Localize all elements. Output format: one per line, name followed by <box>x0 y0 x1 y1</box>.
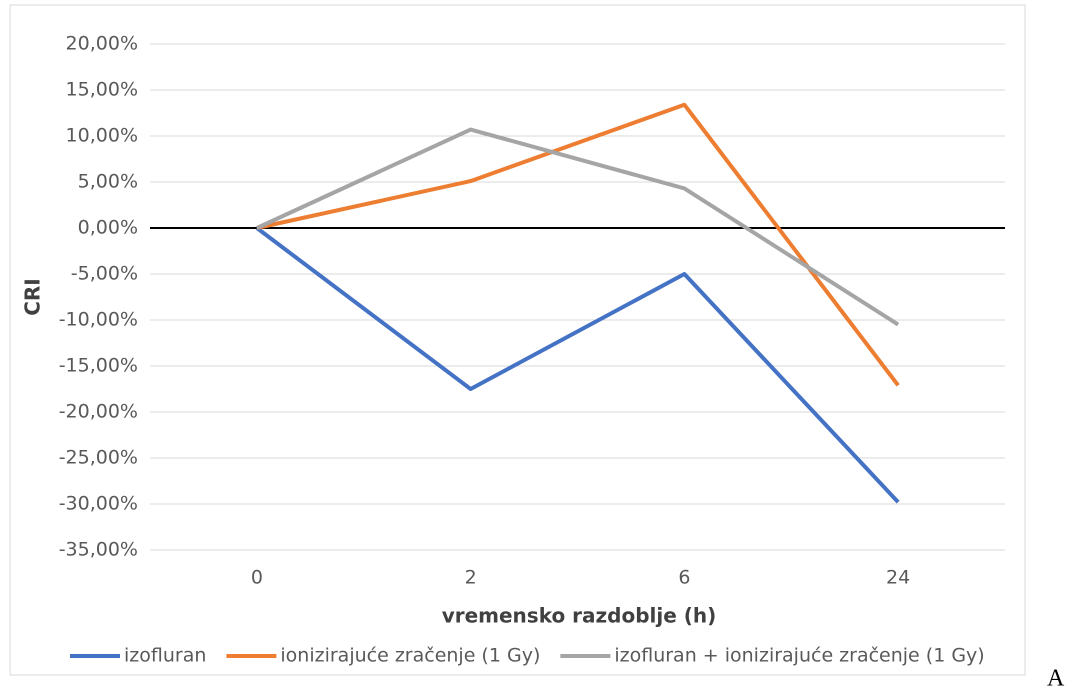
y-axis-title: CRI <box>21 278 45 316</box>
chart-frame <box>9 4 1026 676</box>
y-tick-label: -15,00% <box>59 355 138 377</box>
y-tick-label: 0,00% <box>78 217 138 239</box>
y-tick-label: -35,00% <box>59 539 138 561</box>
annotation: A <box>1047 666 1065 692</box>
y-tick-label: -5,00% <box>71 263 138 285</box>
y-tick-label: -30,00% <box>59 493 138 515</box>
y-tick-label: 10,00% <box>66 125 138 147</box>
legend-label: ionizirajuće zračenje (1 Gy) <box>280 645 540 667</box>
series-line <box>256 127 900 327</box>
legend-label: izofluran + ionizirajuće zračenje (1 Gy) <box>614 645 984 667</box>
y-tick-label: 5,00% <box>78 171 138 193</box>
y-tick-label: -25,00% <box>59 447 138 469</box>
x-tick-label: 24 <box>886 567 910 589</box>
y-tick-label: -20,00% <box>59 401 138 423</box>
x-tick-label: 6 <box>678 567 690 589</box>
y-tick-label: 20,00% <box>66 33 138 55</box>
x-tick-label: 0 <box>251 567 263 589</box>
series-line <box>256 102 900 387</box>
y-tick-label: -10,00% <box>59 309 138 331</box>
series-line <box>255 226 900 504</box>
x-tick-label: 2 <box>465 567 477 589</box>
y-tick-label: 15,00% <box>66 79 138 101</box>
legend-label: izofluran <box>124 645 206 667</box>
x-axis-title: vremensko razdoblje (h) <box>442 604 717 628</box>
